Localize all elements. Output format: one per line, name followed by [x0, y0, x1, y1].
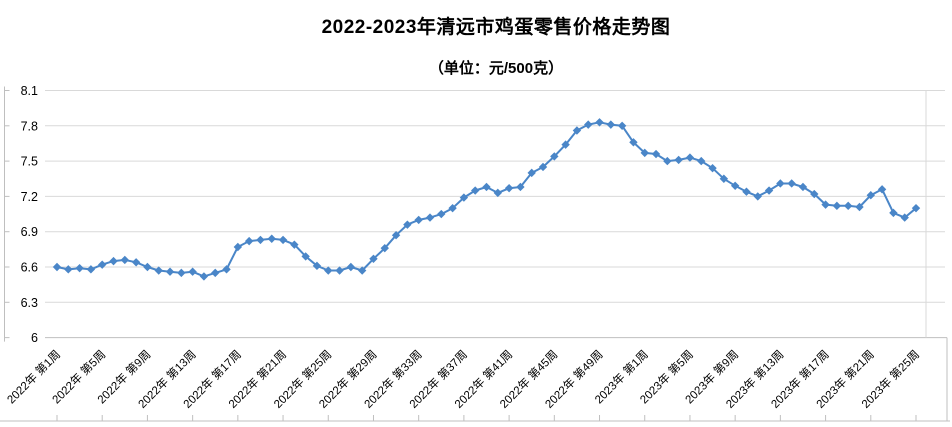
data-point-marker: [764, 186, 774, 195]
data-point-marker: [900, 213, 909, 222]
data-point-marker: [482, 182, 491, 192]
y-axis-tick-label: 6.9: [21, 225, 38, 239]
data-point-marker: [188, 267, 197, 276]
y-axis-tick-label: 6.3: [21, 296, 38, 310]
data-point-marker: [798, 182, 808, 192]
data-point-marker: [708, 163, 717, 173]
chart-frame: [0, 90, 950, 422]
data-point-marker: [855, 202, 864, 212]
data-point-marker: [504, 183, 514, 193]
data-point-marker: [98, 260, 107, 269]
y-axis-tick-label: 7.5: [21, 155, 38, 169]
data-point-marker: [154, 266, 163, 275]
price-line: [56, 121, 917, 278]
data-point-marker: [143, 262, 152, 272]
gridlines: [45, 90, 947, 339]
data-point-marker: [369, 254, 378, 263]
data-point-marker: [52, 262, 62, 272]
y-axis-tick-label: 8.1: [21, 84, 38, 98]
data-point-marker: [810, 189, 819, 199]
data-point-marker: [131, 258, 141, 267]
data-point-marker: [414, 215, 423, 225]
data-point-marker: [753, 192, 762, 201]
data-point-marker: [889, 208, 898, 218]
data-point-marker: [380, 243, 389, 253]
data-point-marker: [391, 231, 401, 240]
data-point-marker: [312, 261, 322, 271]
data-point-marker: [425, 213, 435, 222]
data-point-marker: [866, 191, 875, 200]
data-point-marker: [244, 236, 254, 246]
data-point-marker: [177, 268, 186, 278]
data-point-marker: [64, 265, 73, 274]
data-point-marker: [459, 193, 469, 202]
data-point-marker: [256, 235, 265, 245]
y-axis-tick-label: 6: [31, 331, 38, 345]
data-point-marker: [742, 187, 751, 196]
data-point-marker: [572, 126, 582, 135]
data-point-marker: [437, 209, 446, 219]
data-point-marker: [821, 200, 830, 209]
data-point-marker: [685, 153, 695, 162]
data-point-marker: [86, 265, 96, 274]
data-point-marker: [606, 120, 616, 129]
data-point-marker: [470, 186, 480, 195]
data-point-marker: [776, 179, 785, 188]
data-point-marker: [595, 118, 604, 127]
y-axis-labels: 6 6.3 6.6 6.9 7.2 7.5 7.8 8.1: [21, 84, 38, 345]
data-point-markers: [52, 118, 921, 281]
chart-subtitle: （单位：元/500克）: [428, 60, 564, 77]
data-point-marker: [448, 203, 457, 213]
data-point-marker: [697, 156, 706, 166]
y-axis: [4, 86, 10, 342]
data-point-marker: [640, 148, 649, 158]
data-point-marker: [832, 201, 842, 211]
data-point-marker: [120, 255, 130, 265]
data-point-marker: [663, 156, 672, 166]
data-point-marker: [278, 235, 288, 245]
data-point-marker: [75, 263, 84, 273]
data-point-marker: [357, 266, 367, 275]
data-point-marker: [787, 179, 796, 188]
data-point-marker: [911, 203, 921, 213]
data-point-marker: [346, 262, 356, 272]
data-point-marker: [335, 266, 344, 275]
data-point-marker: [629, 138, 638, 147]
data-point-marker: [211, 268, 220, 278]
y-axis-tick-label: 7.2: [21, 190, 38, 204]
data-point-marker: [233, 242, 243, 252]
data-point-marker: [165, 267, 175, 276]
data-point-marker: [516, 182, 525, 192]
data-point-marker: [719, 174, 729, 183]
data-point-marker: [584, 120, 593, 129]
data-point-marker: [290, 240, 299, 249]
y-axis-tick-label: 7.8: [21, 119, 38, 133]
data-point-marker: [651, 149, 661, 159]
y-axis-tick-label: 6.6: [21, 261, 38, 275]
data-point-marker: [493, 188, 503, 198]
data-point-marker: [267, 234, 276, 243]
data-point-marker: [527, 168, 536, 178]
data-point-marker: [301, 252, 310, 261]
data-point-marker: [403, 220, 412, 229]
data-point-marker: [109, 256, 118, 266]
data-point-marker: [199, 272, 209, 281]
data-point-marker: [674, 155, 683, 165]
data-point-marker: [561, 140, 570, 149]
data-point-marker: [877, 185, 887, 194]
data-point-marker: [843, 201, 853, 211]
data-point-marker: [730, 181, 740, 191]
data-point-marker: [550, 152, 559, 161]
data-point-marker: [222, 265, 231, 274]
chart-title: 2022-2023年清远市鸡蛋零售价格走势图: [321, 17, 671, 38]
data-point-marker: [324, 266, 333, 275]
data-point-marker: [617, 121, 627, 130]
data-point-marker: [538, 162, 548, 172]
